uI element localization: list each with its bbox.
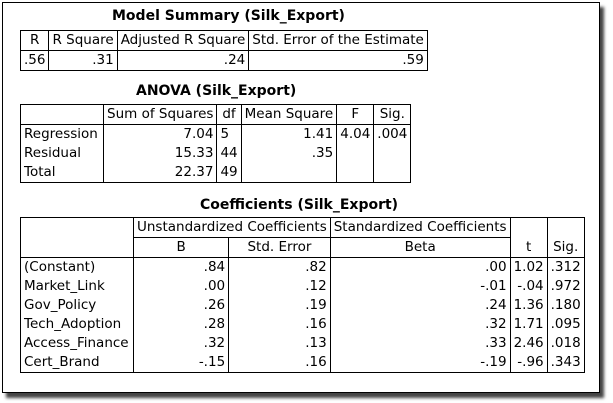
coef-std-error: .16 [228, 315, 331, 334]
anova-mean-square: 1.41 [240, 124, 338, 144]
coefficients-row: Tech_Adoption .28 .16 .32 1.71 .095 [20, 315, 585, 334]
anova-header-sig: Sig. [373, 104, 412, 125]
coefficients-group-header-row: Unstandardized Coefficients Standardized… [20, 217, 585, 258]
anova-f [336, 144, 375, 163]
anova-source: Total [20, 163, 104, 183]
coef-beta: .00 [329, 257, 511, 277]
coefficients-row: Access_Finance .32 .13 .33 2.46 .018 [20, 334, 585, 353]
anova-sum-of-squares: 22.37 [102, 163, 218, 183]
header-adjusted-r-square: Adjusted R Square [116, 30, 250, 51]
coef-variable: Gov_Policy [20, 296, 134, 315]
coefficients-table: Unstandardized Coefficients Standardized… [20, 217, 585, 373]
coef-b: .26 [132, 296, 230, 315]
coef-beta: -.01 [329, 277, 511, 296]
coef-std-error: .16 [228, 353, 331, 373]
anova-df: 44 [216, 144, 242, 163]
model-summary-table: R R Square Adjusted R Square Std. Error … [19, 30, 428, 71]
anova-source: Residual [20, 144, 104, 163]
coef-header-sig: Sig. [546, 217, 585, 258]
anova-mean-square: .35 [240, 144, 338, 163]
anova-row: Regression 7.04 5 1.41 4.04 .004 [20, 124, 412, 144]
anova-sig: .004 [373, 124, 412, 144]
coef-beta: .32 [329, 315, 511, 334]
coef-sig: .343 [546, 353, 585, 373]
header-std-error: Std. Error of the Estimate [248, 30, 428, 51]
anova-title: ANOVA (Silk_Export) [136, 83, 297, 99]
coef-header-unstandardized: Unstandardized Coefficients [133, 217, 331, 238]
coef-sig: .312 [546, 257, 585, 277]
coef-variable: Market_Link [20, 277, 134, 296]
coef-variable: (Constant) [20, 257, 134, 277]
anova-header-row: Sum of Squares df Mean Square F Sig. [20, 104, 412, 125]
header-r: R [19, 30, 50, 51]
model-summary-title: Model Summary (Silk_Export) [112, 8, 345, 24]
coef-header-t: t [509, 217, 548, 258]
cell-adjusted-r-square: .24 [116, 50, 250, 71]
coef-b: .32 [132, 334, 230, 353]
anova-header-blank [20, 104, 104, 125]
coef-beta: -.19 [329, 353, 511, 373]
anova-header-sum-of-squares: Sum of Squares [102, 104, 218, 125]
coef-beta: .33 [329, 334, 511, 353]
anova-row: Residual 15.33 44 .35 [20, 144, 412, 163]
coef-variable: Cert_Brand [20, 353, 134, 373]
model-summary-header-row: R R Square Adjusted R Square Std. Error … [19, 30, 428, 51]
anova-f: 4.04 [336, 124, 375, 144]
coef-sig: .180 [546, 296, 585, 315]
cell-r-square: .31 [48, 50, 118, 71]
coef-t: 1.02 [509, 257, 548, 277]
coef-sig: .972 [546, 277, 585, 296]
coef-header-blank [20, 217, 134, 258]
coefficients-title: Coefficients (Silk_Export) [200, 197, 399, 213]
anova-row: Total 22.37 49 [20, 163, 412, 183]
coef-t: 1.71 [509, 315, 548, 334]
coef-t: -.96 [509, 353, 548, 373]
anova-mean-square [240, 163, 338, 183]
coef-beta: .24 [329, 296, 511, 315]
anova-header-mean-square: Mean Square [240, 104, 338, 125]
coefficients-row: Gov_Policy .26 .19 .24 1.36 .180 [20, 296, 585, 315]
coef-t: 2.46 [509, 334, 548, 353]
coef-header-std-error: Std. Error [228, 237, 331, 258]
coef-t: -.04 [509, 277, 548, 296]
anova-sum-of-squares: 15.33 [102, 144, 218, 163]
coef-std-error: .12 [228, 277, 331, 296]
coef-sig: .095 [546, 315, 585, 334]
anova-f [336, 163, 375, 183]
cell-std-error: .59 [248, 50, 428, 71]
coef-header-b: B [132, 237, 230, 258]
anova-header-df: df [216, 104, 242, 125]
anova-table: Sum of Squares df Mean Square F Sig. Reg… [20, 104, 412, 183]
model-summary-row: .56 .31 .24 .59 [19, 50, 428, 71]
anova-df: 5 [216, 124, 242, 144]
anova-sig [373, 163, 412, 183]
coef-header-standardized: Standardized Coefficients [329, 217, 511, 238]
coef-variable: Access_Finance [20, 334, 134, 353]
coef-std-error: .19 [228, 296, 331, 315]
coefficients-sub-header-row: B Std. Error Beta [21, 237, 585, 258]
coefficients-row: Cert_Brand -.15 .16 -.19 -.96 .343 [20, 353, 585, 373]
coef-b: .84 [132, 257, 230, 277]
header-r-square: R Square [48, 30, 118, 51]
anova-sum-of-squares: 7.04 [102, 124, 218, 144]
anova-sig [373, 144, 412, 163]
coefficients-row: Market_Link .00 .12 -.01 -.04 .972 [20, 277, 585, 296]
anova-source: Regression [20, 124, 104, 144]
coefficients-row: (Constant) .84 .82 .00 1.02 .312 [20, 257, 585, 277]
coef-std-error: .82 [228, 257, 331, 277]
coef-variable: Tech_Adoption [20, 315, 134, 334]
coef-std-error: .13 [228, 334, 331, 353]
coef-sig: .018 [546, 334, 585, 353]
coef-header-beta: Beta [329, 237, 511, 258]
coef-t: 1.36 [509, 296, 548, 315]
coef-b: .00 [132, 277, 230, 296]
coef-b: .28 [132, 315, 230, 334]
anova-df: 49 [216, 163, 242, 183]
cell-r: .56 [19, 50, 50, 71]
coef-b: -.15 [132, 353, 230, 373]
anova-header-f: F [336, 104, 375, 125]
